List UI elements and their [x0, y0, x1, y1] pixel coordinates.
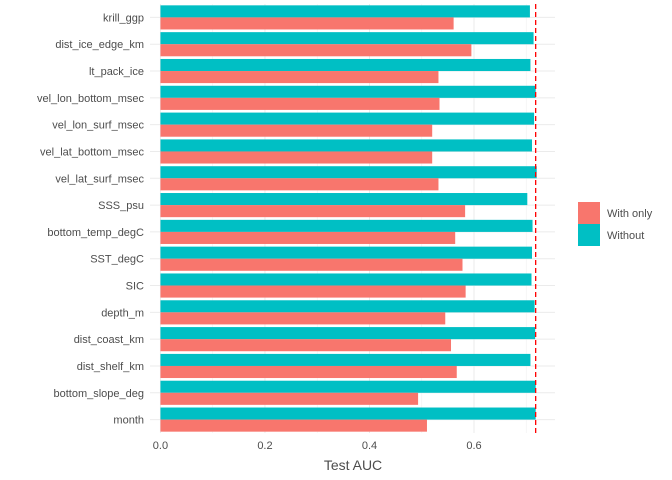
bar-with-only-vel_lat_bottom_msec [160, 151, 433, 164]
y-tick-label: month [113, 415, 144, 427]
y-tick-label: depth_m [101, 307, 144, 319]
bar-without-month [160, 407, 536, 420]
legend-key-with-only [578, 202, 600, 224]
bar-with-only-SSS_psu [160, 205, 466, 218]
bar-without-vel_lon_bottom_msec [160, 85, 536, 98]
y-tick-label: bottom_temp_degC [47, 227, 144, 239]
bar-with-only-vel_lon_surf_msec [160, 124, 433, 137]
bar-with-only-krill_ggp [160, 17, 454, 30]
bar-without-lt_pack_ice [160, 58, 531, 72]
bar-without-SSS_psu [160, 193, 528, 206]
y-tick-label: SSS_psu [98, 200, 144, 212]
x-axis-title: Test AUC [324, 457, 382, 473]
bar-without-krill_ggp [160, 5, 530, 18]
y-tick-labels: krill_ggp dist_ice_edge_km lt_pack_ice vel_… [37, 12, 145, 426]
y-tick-label: vel_lon_surf_msec [52, 120, 144, 132]
legend-label: Without [607, 230, 644, 242]
bar-with-only-lt_pack_ice [160, 71, 439, 84]
legend: With only Without [578, 202, 653, 246]
y-tick-label: SST_degC [90, 254, 144, 266]
x-tick-label: 0.4 [362, 440, 377, 452]
bar-without-SST_degC [160, 246, 533, 259]
bar-with-only-bottom_slope_deg [160, 392, 419, 405]
bar-without-vel_lat_surf_msec [160, 166, 537, 179]
bar-with-only-vel_lon_bottom_msec [160, 97, 440, 110]
legend-label: With only [607, 208, 653, 220]
y-tick-label: krill_ggp [103, 12, 144, 24]
bar-without-vel_lat_bottom_msec [160, 139, 533, 152]
y-tick-label: dist_coast_km [74, 334, 144, 346]
y-tick-label: dist_ice_edge_km [55, 39, 144, 51]
y-tick-label: vel_lat_surf_msec [55, 173, 144, 185]
bars [160, 5, 537, 432]
bar-without-dist_ice_edge_km [160, 32, 534, 45]
bar-with-only-dist_ice_edge_km [160, 44, 472, 57]
y-tick-label: vel_lon_bottom_msec [37, 93, 145, 105]
x-tick-label: 0.2 [257, 440, 272, 452]
bar-without-dist_shelf_km [160, 353, 531, 366]
bar-with-only-vel_lat_surf_msec [160, 178, 439, 191]
bar-without-depth_m [160, 300, 535, 313]
bar-with-only-bottom_temp_degC [160, 231, 456, 244]
x-tick-labels: 0.0 0.2 0.4 0.6 [153, 440, 482, 452]
bar-with-only-dist_shelf_km [160, 365, 457, 379]
y-tick-label: bottom_slope_deg [53, 388, 144, 400]
bar-with-only-SST_degC [160, 258, 463, 271]
bar-without-vel_lon_surf_msec [160, 112, 535, 125]
x-tick-label: 0.6 [466, 440, 481, 452]
bar-without-bottom_slope_deg [160, 380, 536, 393]
bar-without-dist_coast_km [160, 327, 536, 340]
bar-with-only-dist_coast_km [160, 339, 452, 352]
x-tick-label: 0.0 [153, 440, 168, 452]
y-tick-label: dist_shelf_km [77, 361, 144, 373]
bar-with-only-depth_m [160, 312, 446, 325]
y-tick-label: vel_lat_bottom_msec [40, 146, 144, 158]
y-tick-label: lt_pack_ice [89, 66, 144, 78]
bar-with-only-SIC [160, 285, 466, 298]
bar-without-bottom_temp_degC [160, 219, 533, 232]
bar-without-SIC [160, 273, 532, 286]
y-tick-label: SIC [126, 281, 144, 293]
bar-with-only-month [160, 419, 427, 432]
legend-key-without [578, 224, 600, 246]
